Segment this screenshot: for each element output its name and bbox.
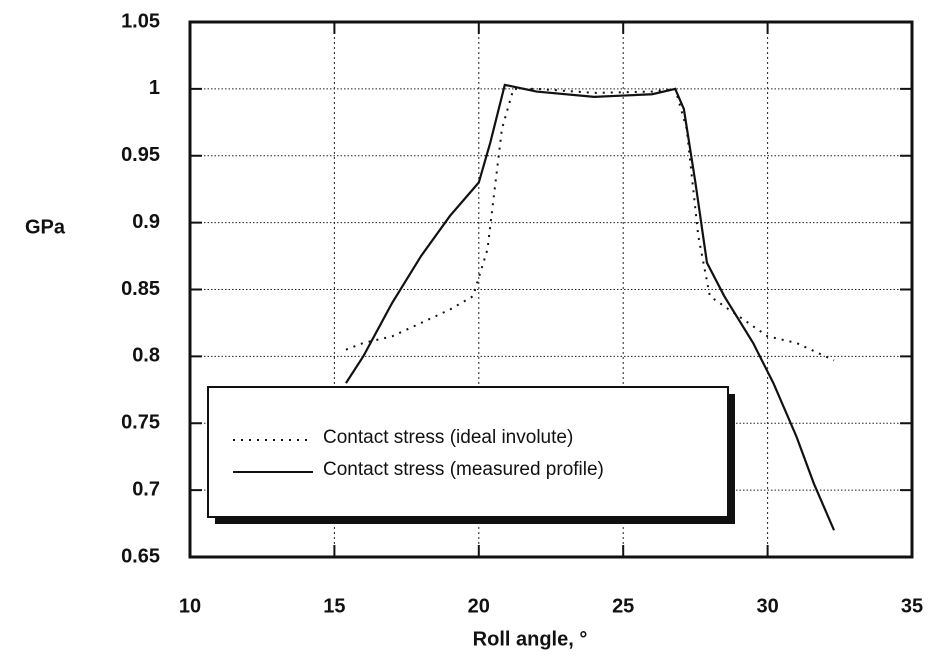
y-axis-label: GPa — [25, 216, 66, 238]
x-tick-label: 30 — [756, 595, 778, 617]
y-tick-label: 1 — [149, 77, 160, 99]
x-tick-label: 10 — [179, 595, 201, 617]
y-tick-label: 1.05 — [121, 10, 160, 32]
data-line — [345, 83, 836, 531]
x-tick-label: 20 — [468, 595, 490, 617]
legend-label: Contact stress (measured profile) — [323, 459, 604, 480]
y-tick-label: 0.95 — [121, 144, 160, 166]
data-line — [345, 87, 835, 362]
y-tick-label: 0.8 — [132, 345, 160, 367]
y-tick-label: 0.9 — [132, 211, 160, 233]
x-tick-label: 25 — [612, 595, 634, 617]
y-tick-label: 0.75 — [121, 412, 160, 434]
legend-label: Contact stress (ideal involute) — [323, 427, 573, 448]
legend — [207, 386, 729, 518]
x-axis-label: Roll angle, ° — [473, 628, 588, 650]
y-tick-label: 0.7 — [132, 478, 160, 500]
y-tick-label: 0.65 — [121, 545, 160, 567]
plot-frame — [188, 20, 914, 559]
x-tick-label: 35 — [901, 595, 923, 617]
y-tick-label: 0.85 — [121, 278, 160, 300]
x-tick-label: 15 — [323, 595, 345, 617]
